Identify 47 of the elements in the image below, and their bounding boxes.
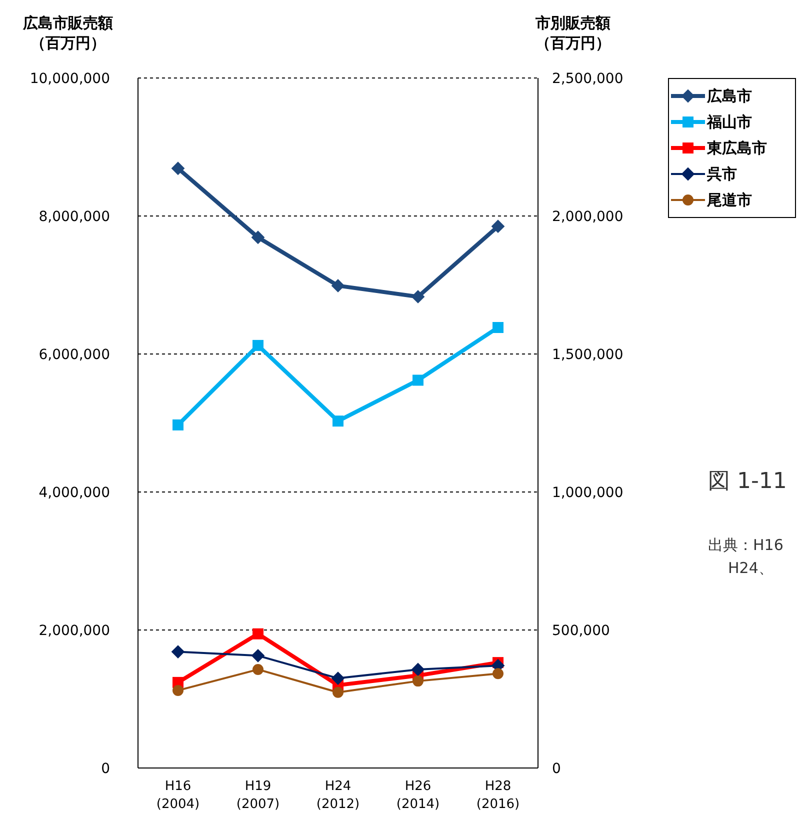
point [332,686,344,698]
point [492,322,504,334]
x-tick-label: H19 (2007) [236,779,280,812]
y2-tick-label: 1,500,000 [552,346,624,363]
point [172,162,184,175]
y-tick-label: 4,000,000 [38,484,110,501]
y2-tick-label: 0 [552,760,561,777]
legend-label: 尾道市 [707,190,752,210]
caption: 図 1-11 [708,469,787,494]
y2-tick-label: 2,000,000 [552,208,624,225]
legend-label: 東広島市 [707,138,767,158]
point [492,220,504,233]
legend-label: 福山市 [707,112,752,132]
x-tick-label: H24 (2012) [316,779,360,812]
point [332,672,344,685]
point [252,649,264,662]
legend-label: 呉市 [707,164,737,184]
point [412,662,424,676]
point [252,340,264,351]
point [172,684,184,696]
y-tick-label: 0 [101,760,110,777]
x-tick-label: H26 (2014) [396,779,440,812]
y-tick-label: 8,000,000 [38,208,110,225]
point [412,676,424,687]
point [172,645,184,658]
source-note: 出典：H16 [708,536,784,554]
text: H24、 [728,559,774,577]
y2-axis-title: 市別販売額（百万円） [534,14,610,52]
y-axis-title: 広島市販売額（百万円） [22,14,113,52]
y-tick-label: 10,000,000 [30,70,110,87]
y2-tick-label: 500,000 [552,622,610,639]
y2-tick-label: 1,000,000 [552,484,624,501]
point [332,279,344,292]
x-tick-label: H28 (2016) [476,779,520,812]
x-tick-label: H16 (2004) [156,779,200,812]
y-tick-label: 2,000,000 [38,622,110,639]
point [492,668,504,680]
point [332,416,344,427]
point [252,664,264,675]
y2-tick-label: 2,500,000 [552,70,624,87]
y-tick-label: 6,000,000 [38,346,110,363]
point [252,628,264,640]
point [412,290,424,304]
point [412,374,424,386]
legend-label: 広島市 [707,86,752,106]
point [172,419,184,430]
point [252,230,264,244]
